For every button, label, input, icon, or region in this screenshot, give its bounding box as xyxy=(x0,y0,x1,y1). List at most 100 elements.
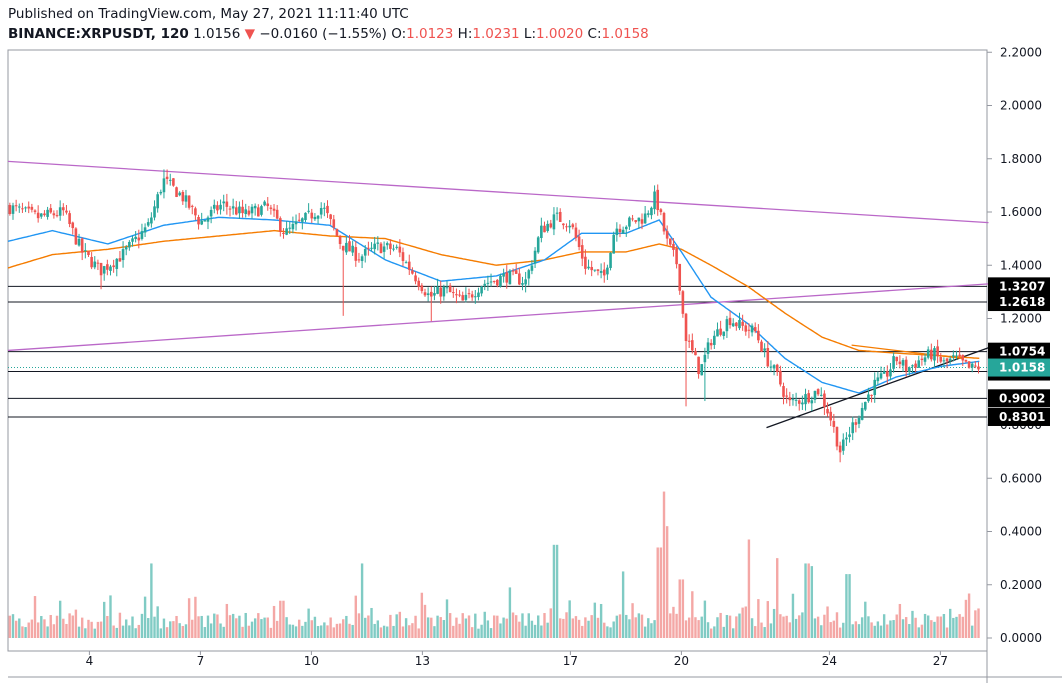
candle-body xyxy=(291,223,295,230)
candle-body xyxy=(709,342,713,346)
volume-bar xyxy=(489,628,493,638)
volume-bar xyxy=(763,627,766,638)
low-value: 1.0020 xyxy=(536,26,584,42)
candle-body xyxy=(172,178,175,186)
candle-body xyxy=(153,206,156,218)
volume-bar xyxy=(835,612,839,638)
candle-body xyxy=(835,426,839,447)
candle-body xyxy=(310,212,314,219)
candle-body xyxy=(882,371,886,374)
volume-bar xyxy=(549,608,552,638)
candle-body xyxy=(804,394,807,405)
candle-body xyxy=(662,212,666,232)
candle-body xyxy=(341,245,345,251)
candle-body xyxy=(455,294,458,296)
level-tag xyxy=(988,407,1050,426)
volume-bar xyxy=(275,620,279,638)
candle-body xyxy=(115,258,119,269)
volume-bar xyxy=(430,617,433,638)
volume-bar xyxy=(782,616,785,638)
candle-body xyxy=(474,296,477,298)
candle-body xyxy=(389,243,392,249)
slow-moving-average-line xyxy=(7,229,980,359)
volume-bar xyxy=(395,614,398,638)
candle-body xyxy=(948,358,952,361)
volume-bar xyxy=(530,620,534,638)
volume-bar xyxy=(955,616,958,638)
candle-body xyxy=(618,228,622,233)
volume-bar xyxy=(920,624,924,638)
candle-body xyxy=(247,210,251,215)
volume-bar xyxy=(952,617,955,638)
volume-bar xyxy=(892,620,895,638)
volume-bar xyxy=(219,623,222,638)
volume-bar xyxy=(313,616,317,638)
volume-bar xyxy=(238,615,241,638)
candle-body xyxy=(442,286,446,297)
volume-bar xyxy=(285,617,288,638)
candle-body xyxy=(354,247,358,261)
candle-body xyxy=(8,204,12,214)
volume-bar xyxy=(873,625,876,638)
candle-body xyxy=(348,241,351,252)
price-change: −0.0160 (−1.55%) xyxy=(259,26,387,42)
candle-body xyxy=(706,342,710,354)
candle-body xyxy=(713,335,716,345)
volume-bar xyxy=(58,600,62,638)
candle-body xyxy=(451,292,455,294)
volume-bar xyxy=(203,627,207,638)
volume-bar xyxy=(103,601,106,638)
candle-body xyxy=(234,207,238,215)
y-tick-label: 1.8000 xyxy=(1000,152,1042,166)
candle-body xyxy=(376,242,380,244)
candle-body xyxy=(766,348,770,367)
volume-bar xyxy=(483,611,486,638)
volume-bar xyxy=(508,587,512,638)
volume-bar xyxy=(917,627,920,638)
volume-bar xyxy=(370,607,373,638)
candle-body xyxy=(807,393,810,403)
volume-bar xyxy=(603,622,606,638)
volume-bar xyxy=(496,615,499,638)
candle-body xyxy=(719,328,722,335)
volume-bar xyxy=(272,605,276,638)
candle-body xyxy=(939,356,943,362)
volume-bar xyxy=(719,612,722,638)
volume-bar xyxy=(376,620,380,638)
candle-body xyxy=(797,400,801,404)
candle-body xyxy=(952,355,955,357)
volume-bar xyxy=(848,574,851,638)
volume-bar xyxy=(55,615,59,638)
volume-bar xyxy=(426,617,430,638)
candle-body xyxy=(407,261,411,270)
candle-body xyxy=(568,225,571,228)
candle-body xyxy=(857,418,861,424)
volume-bar xyxy=(754,626,757,638)
volume-bar xyxy=(52,624,56,638)
candle-body xyxy=(895,356,899,362)
volume-bar xyxy=(514,615,518,638)
volume-bar xyxy=(901,619,905,638)
y-tick-label: 0.0000 xyxy=(1000,631,1042,645)
candle-body xyxy=(552,214,556,230)
volume-bar xyxy=(886,624,889,638)
volume-bar xyxy=(436,615,439,638)
volume-bar xyxy=(279,600,282,638)
candle-body xyxy=(926,349,930,358)
candle-body xyxy=(511,270,515,272)
volume-bar xyxy=(150,563,153,638)
volume-bar xyxy=(650,623,653,638)
volume-bar xyxy=(452,625,455,638)
volume-bar xyxy=(911,610,914,638)
candle-body xyxy=(779,370,782,385)
volume-bar xyxy=(574,616,578,638)
volume-bar xyxy=(253,618,257,638)
volume-bar xyxy=(316,626,320,638)
candle-body xyxy=(159,191,163,194)
volume-bar xyxy=(769,623,773,638)
candle-body xyxy=(530,265,534,271)
volume-bar xyxy=(587,620,590,638)
candle-body xyxy=(93,261,97,268)
candle-body xyxy=(945,358,949,362)
